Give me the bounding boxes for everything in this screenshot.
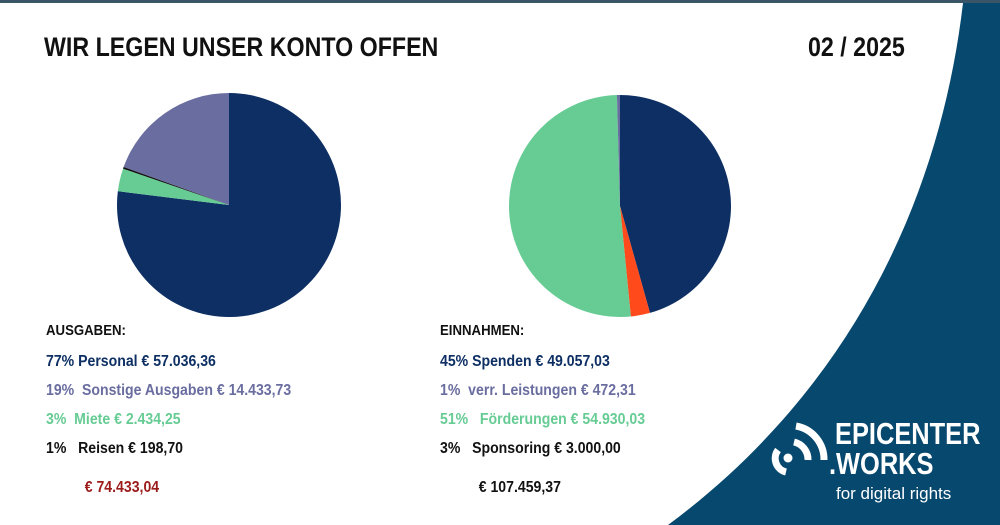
einnahmen-row-sponsoring: 3% Sponsoring € 3.000,00 [440, 440, 621, 457]
einnahmen-row-leistungen: 1% verr. Leistungen € 472,31 [440, 382, 636, 399]
page-title: WIR LEGEN UNSER KONTO OFFEN [44, 32, 439, 62]
pie-slice-f-rderungen [509, 95, 631, 317]
signal-waves-icon [771, 422, 828, 476]
ausgaben-pie-chart [117, 93, 341, 317]
einnahmen-legend: EINNAHMEN: 45% Spenden € 49.057,03 1% ve… [440, 322, 645, 502]
einnahmen-row-foerderungen: 51% Förderungen € 54.930,03 [440, 411, 646, 428]
epicenter-works-logo: EPICENTER .WORKS for digital rights [768, 416, 1000, 516]
logo-line-1: EPICENTER [835, 416, 981, 451]
logo-tagline: for digital rights [836, 484, 952, 503]
pie-slice-personal [117, 93, 341, 317]
ausgaben-row-reisen: 1% Reisen € 198,70 [46, 440, 183, 457]
logo-line-2: .WORKS [829, 446, 934, 481]
ausgaben-row-sonstige: 19% Sonstige Ausgaben € 14.433,73 [46, 382, 292, 399]
pie-slice-verr-leistungen [616, 95, 620, 206]
einnahmen-row-spenden: 45% Spenden € 49.057,03 [440, 353, 610, 370]
einnahmen-heading: EINNAHMEN: [440, 322, 525, 339]
ausgaben-legend: AUSGABEN: 77% Personal € 57.036,36 19% S… [46, 322, 291, 502]
einnahmen-total: € 107.459,37 [478, 479, 561, 496]
pie-slice-reisen [123, 166, 229, 205]
ausgaben-total: € 74.433,04 [84, 479, 160, 496]
period-label: 02 / 2025 [808, 32, 905, 62]
ausgaben-heading: AUSGABEN: [46, 322, 126, 339]
pie-slice-spenden [620, 95, 731, 313]
pie-slice-miete [117, 168, 229, 205]
top-border [0, 0, 1000, 3]
ausgaben-row-miete: 3% Miete € 2.434,25 [46, 411, 181, 428]
pie-slice-sponsoring [620, 206, 650, 317]
einnahmen-pie-chart [509, 95, 731, 317]
pie-slice-sonstige-ausgaben [123, 93, 229, 205]
ausgaben-row-personal: 77% Personal € 57.036,36 [46, 353, 216, 370]
